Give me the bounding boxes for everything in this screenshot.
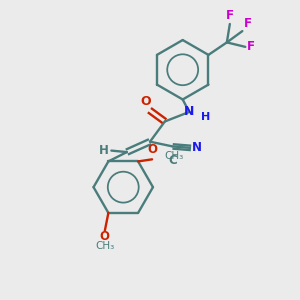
Text: O: O xyxy=(140,95,151,108)
Text: O: O xyxy=(100,230,110,243)
Text: F: F xyxy=(244,17,251,30)
Text: H: H xyxy=(200,112,210,122)
Text: CH₃: CH₃ xyxy=(164,151,183,161)
Text: F: F xyxy=(247,40,254,53)
Text: C: C xyxy=(168,154,177,167)
Text: N: N xyxy=(184,106,194,118)
Text: F: F xyxy=(226,10,234,22)
Text: CH₃: CH₃ xyxy=(95,241,114,251)
Text: N: N xyxy=(192,141,202,154)
Text: O: O xyxy=(147,143,157,156)
Text: H: H xyxy=(99,144,109,157)
